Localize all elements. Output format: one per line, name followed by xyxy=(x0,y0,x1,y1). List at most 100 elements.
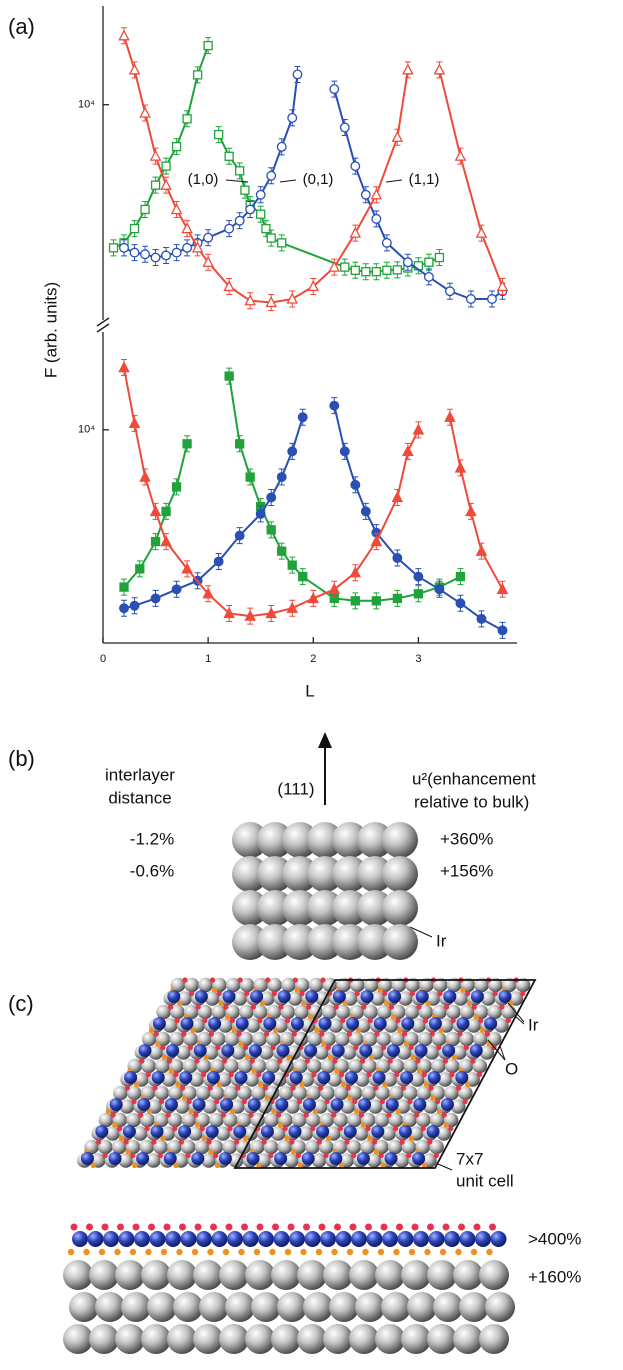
ir-adatom xyxy=(400,1071,414,1084)
x-axis-label: L xyxy=(305,681,314,700)
o-atom xyxy=(520,990,526,997)
ir-atom-small xyxy=(251,1068,257,1074)
ir-atom xyxy=(480,991,496,1006)
ir-adatom xyxy=(166,1044,180,1057)
ir-atom-small xyxy=(408,1248,416,1256)
ir-atom-small xyxy=(423,1081,429,1088)
o-atom xyxy=(448,1125,454,1132)
x-tick-label: 0 xyxy=(100,653,106,665)
ir-adatom xyxy=(274,1152,288,1165)
ir-atom xyxy=(167,1112,183,1128)
ir-adatom xyxy=(351,1231,367,1247)
ir-atom-small xyxy=(430,1095,436,1101)
ir-adatom xyxy=(456,1017,470,1030)
o-atom xyxy=(306,1004,312,1010)
marker xyxy=(171,482,182,492)
ir-atom-small xyxy=(465,1081,471,1088)
o-atom xyxy=(303,1223,310,1231)
o-atom xyxy=(409,990,415,997)
marker xyxy=(412,423,425,435)
o-atom xyxy=(86,1223,93,1231)
ir-atom xyxy=(105,1126,120,1141)
ir-adatom xyxy=(108,1152,122,1165)
ir-atom xyxy=(396,1045,412,1060)
atom xyxy=(271,1324,301,1354)
marker xyxy=(287,446,298,457)
o-atom xyxy=(215,1044,221,1051)
atom xyxy=(297,1324,327,1354)
ir-atom-small xyxy=(486,1248,493,1256)
ir-atom xyxy=(363,977,379,993)
fit-line xyxy=(123,367,504,618)
ir-atom xyxy=(126,1085,142,1101)
marker xyxy=(360,506,371,517)
ir-atom-small xyxy=(284,1248,292,1256)
atom xyxy=(219,1260,249,1290)
atom xyxy=(271,1260,301,1290)
ir-atom xyxy=(402,1085,418,1101)
ir-atom-small xyxy=(451,1054,457,1061)
value-label: +156% xyxy=(440,861,493,880)
o-atom xyxy=(289,1139,295,1145)
o-atom xyxy=(131,1098,137,1105)
marker xyxy=(119,242,129,253)
ir-atom-small xyxy=(253,1248,261,1256)
marker xyxy=(329,400,340,411)
ir-atom-small xyxy=(125,1149,131,1155)
o-atom xyxy=(257,1017,263,1024)
ir-atom xyxy=(291,1112,307,1128)
ir-atom xyxy=(381,1126,396,1141)
marker xyxy=(423,271,434,282)
marker xyxy=(149,149,162,161)
annotation: (1,0) xyxy=(188,171,219,188)
o-atom xyxy=(427,1139,433,1145)
marker xyxy=(370,188,383,200)
marker xyxy=(465,294,476,304)
ir-atom-small xyxy=(218,1000,224,1007)
marker xyxy=(265,607,277,619)
cell-label: unit cell xyxy=(456,1171,514,1190)
ir-atom xyxy=(431,1058,446,1074)
ir-atom xyxy=(335,1004,351,1020)
o-atom xyxy=(157,1152,163,1159)
ir-atom xyxy=(416,1085,432,1101)
marker xyxy=(402,63,414,75)
o-atom xyxy=(411,1223,419,1231)
marker xyxy=(402,257,413,268)
o-atom xyxy=(213,1152,219,1159)
o-atom xyxy=(319,1031,325,1037)
ir-atom xyxy=(335,1031,350,1047)
ir-adatom xyxy=(178,1125,192,1138)
heading: distance xyxy=(108,788,171,807)
ir-atom xyxy=(488,977,503,993)
marker xyxy=(371,213,382,224)
ir-atom xyxy=(119,1099,135,1114)
marker xyxy=(244,294,256,306)
o-atom xyxy=(172,1125,178,1132)
ir-atom xyxy=(348,1058,363,1074)
ir-atom-small xyxy=(354,1108,360,1115)
ir-adatom xyxy=(428,1231,445,1247)
ir-atom-small xyxy=(244,1054,250,1061)
ir-adatom xyxy=(304,1044,318,1057)
marker xyxy=(328,582,341,594)
ir-adatom xyxy=(442,1044,456,1057)
ir-atom xyxy=(132,1126,148,1141)
ir-adatom xyxy=(136,1152,150,1165)
o-atom xyxy=(505,1017,511,1024)
ir-adatom xyxy=(413,1231,429,1247)
x-tick-label: 1 xyxy=(205,653,211,665)
ir-atom-small xyxy=(160,1135,166,1142)
atom xyxy=(232,822,268,858)
marker xyxy=(223,280,235,292)
atom xyxy=(257,856,293,892)
o-atom xyxy=(290,1085,296,1091)
marker xyxy=(118,361,130,373)
ir-adatom xyxy=(344,1071,358,1084)
marker xyxy=(266,492,277,503)
marker xyxy=(424,257,434,267)
ir-adatom xyxy=(95,1125,109,1138)
atom xyxy=(357,822,393,858)
ir-adatom xyxy=(412,1152,426,1165)
marker xyxy=(350,596,360,606)
